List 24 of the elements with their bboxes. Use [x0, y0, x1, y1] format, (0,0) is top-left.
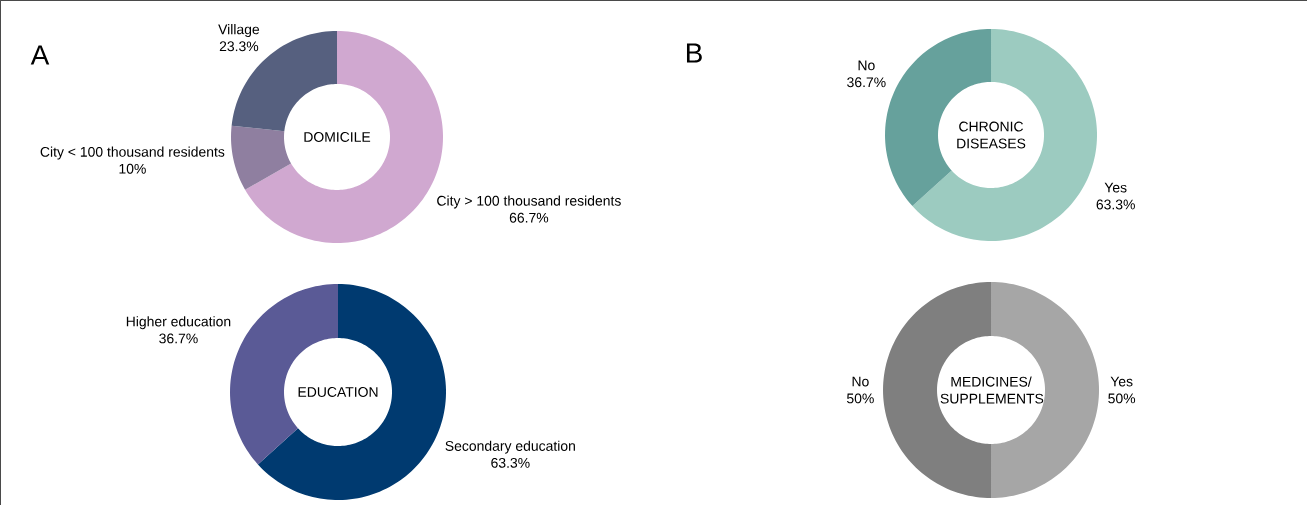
- text: A: [30, 45, 50, 65]
- data-label: 36.7%: [159, 333, 198, 344]
- data-label: 36.7%: [847, 77, 886, 88]
- text: CHRONIC DISEASES: [957, 121, 1026, 149]
- data-label: 63.3%: [1096, 199, 1135, 210]
- slice-label: Village: [218, 24, 260, 38]
- text: EDUCATION: [298, 387, 378, 397]
- data-label: 10%: [119, 163, 146, 174]
- text: MEDICINES/ SUPPLEMENTS: [940, 376, 1044, 404]
- slice-label: No: [852, 376, 869, 387]
- data-label: 50%: [846, 393, 874, 404]
- slice-label: Secondary education: [445, 440, 575, 454]
- slice-label: Yes: [1104, 182, 1127, 193]
- slice-label: Higher education: [126, 316, 231, 330]
- data-label: 66.7%: [509, 212, 549, 223]
- data-label: 63.3%: [491, 457, 530, 468]
- data-label: 50%: [1108, 393, 1136, 404]
- slice-label: Yes: [1110, 376, 1133, 387]
- slice-label: City < 100 thousand residents: [40, 146, 225, 160]
- text: B: [686, 43, 702, 63]
- data-label: 23.3%: [219, 41, 259, 52]
- slice-label: No: [858, 60, 875, 71]
- slice-label: City > 100 thousand residents: [437, 195, 621, 209]
- text: DOMICILE: [304, 132, 371, 142]
